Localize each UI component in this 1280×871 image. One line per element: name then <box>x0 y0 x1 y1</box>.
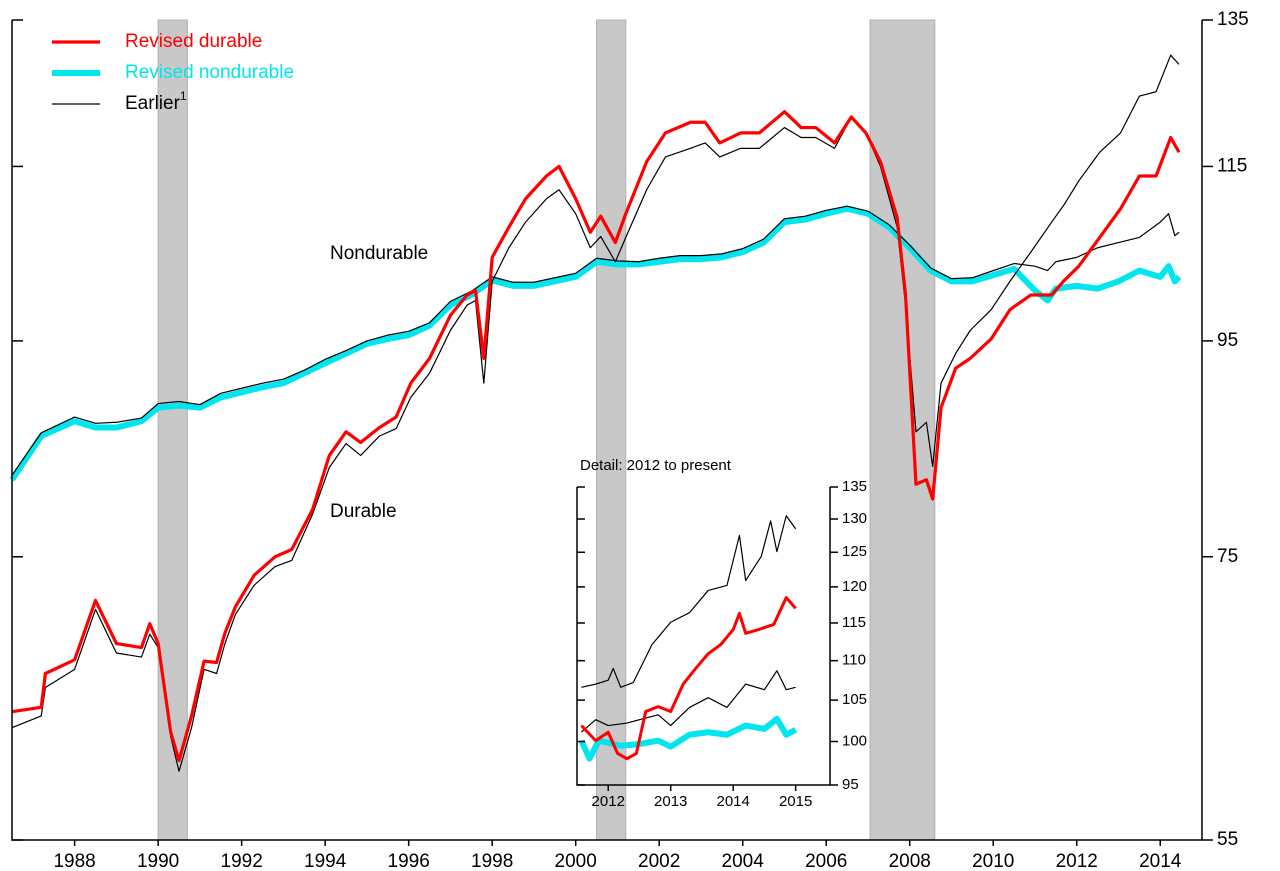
y-tick-label: 55 <box>1217 829 1238 850</box>
recession-band <box>869 19 936 841</box>
x-tick-label: 1996 <box>388 851 430 871</box>
y-tick-label: 120 <box>842 578 867 595</box>
y-tick-label: 110 <box>842 652 866 669</box>
recession-bands <box>157 19 936 841</box>
series-line <box>581 515 797 688</box>
series-line <box>11 205 1180 476</box>
x-tick-label: 2014 <box>716 793 749 810</box>
footnote-mark: 1 <box>180 89 187 103</box>
x-tick-label: 1990 <box>137 851 179 871</box>
x-tick-label: 1992 <box>221 851 263 871</box>
legend-label-text: Earlier <box>125 93 181 114</box>
y-tick-label: 125 <box>842 543 867 560</box>
series-line <box>578 715 798 762</box>
x-tick-label: 2000 <box>555 851 597 871</box>
x-tick-label: 1988 <box>53 851 95 871</box>
x-tick-label: 2006 <box>805 851 847 871</box>
axes: 55 75 95 115 135 1988 1990 1992 1994 1996 1998 2000… <box>11 9 1249 871</box>
y-tick-label: 115 <box>1217 155 1247 176</box>
x-tick-label: 2002 <box>638 851 680 871</box>
x-tick-label: 2015 <box>779 793 812 810</box>
series-line <box>580 596 797 761</box>
x-tick-label: 2014 <box>1139 851 1182 871</box>
legend-label: Revised nondurable <box>125 62 294 83</box>
recession-band <box>596 19 627 841</box>
series-line <box>11 54 1180 772</box>
axis-frame <box>11 20 1203 841</box>
y-tick-label: 130 <box>842 510 867 527</box>
plot <box>9 54 1182 772</box>
y-tick-label: 135 <box>842 478 867 495</box>
y-tick-label: 105 <box>842 691 867 708</box>
series-line <box>11 110 1181 763</box>
annotation: Durable <box>330 501 397 522</box>
y-tick-label: 100 <box>842 732 867 749</box>
y-tick-label: 115 <box>842 614 866 631</box>
recession-band <box>157 19 188 841</box>
annotation: Nondurable <box>330 243 428 264</box>
series-line <box>580 670 796 733</box>
y-tick-label: 75 <box>1217 546 1238 567</box>
x-tick-label: 2012 <box>592 793 625 810</box>
inset-title: Detail: 2012 to present <box>580 457 732 474</box>
x-tick-label: 1994 <box>304 851 347 871</box>
x-tick-label: 2010 <box>972 851 1014 871</box>
legend: Revised durable Revised nondurable Earli… <box>52 31 294 114</box>
x-tick-label: 2013 <box>654 793 687 810</box>
axis-frame <box>576 487 831 786</box>
x-tick-label: 1998 <box>471 851 513 871</box>
x-tick-label: 2004 <box>722 851 765 871</box>
y-tick-label: 95 <box>842 776 859 793</box>
x-tick-label: 2012 <box>1056 851 1098 871</box>
legend-label: Earlier1 <box>125 89 187 114</box>
y-tick-label: 135 <box>1217 9 1249 30</box>
x-tick-label: 2008 <box>889 851 931 871</box>
y-tick-label: 95 <box>1217 330 1238 351</box>
legend-label: Revised durable <box>125 31 262 52</box>
